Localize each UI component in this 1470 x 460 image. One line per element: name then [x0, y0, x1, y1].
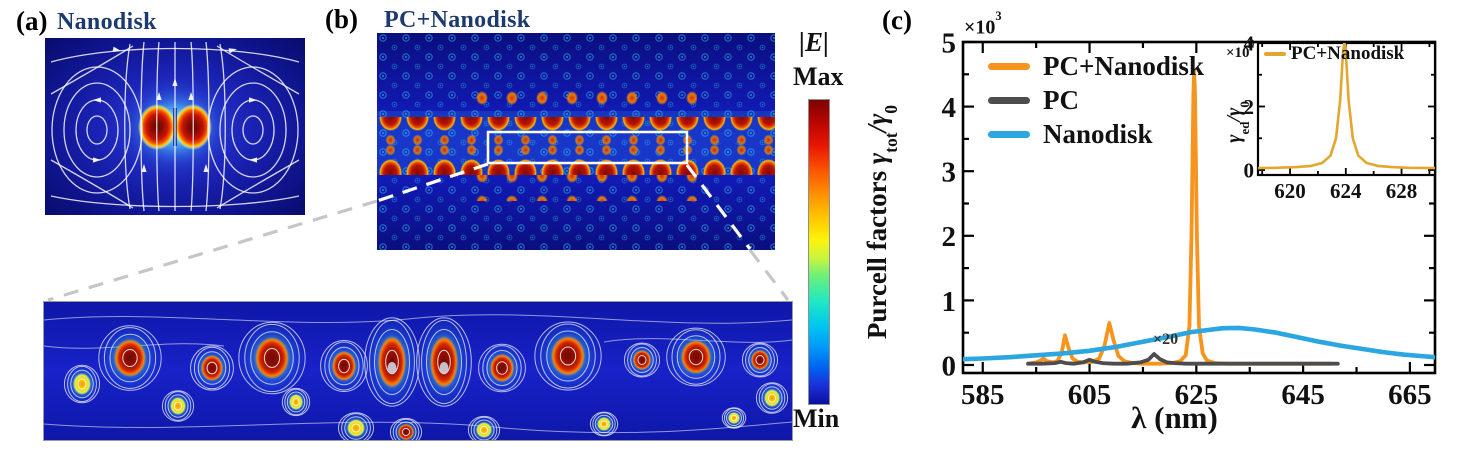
y-tick-label: 5: [942, 27, 957, 59]
series-PC+Nanodisk: [1258, 43, 1435, 170]
colorbar-max-label: Max: [793, 62, 844, 91]
zoom-hotspots: [63, 315, 789, 440]
inset-y-axis-label: γed/γ0: [1223, 101, 1252, 143]
connector-left: [47, 199, 378, 302]
inset-legend: PC+Nanodisk: [1264, 44, 1404, 63]
upper-hotspot-row: [457, 85, 697, 111]
legend-item-pc: PC: [988, 83, 1204, 117]
series-PC: [1026, 352, 1340, 366]
x-tick-label: 628: [1386, 179, 1418, 203]
x-tick-label: 620: [1274, 179, 1306, 203]
inset-legend-swatch: [1264, 51, 1286, 56]
y-tick-label: 0: [942, 350, 957, 382]
panel-b-title: PC+Nanodisk: [384, 7, 531, 33]
y-tick-label: 1: [942, 286, 957, 318]
x-tick-label: 625: [1175, 379, 1219, 411]
panel-b-label: (b): [325, 4, 358, 34]
lower-hotspot-row: [457, 175, 697, 201]
legend-item-nanodisk: Nanodisk: [988, 117, 1204, 151]
x-tick-label: 585: [961, 379, 1005, 411]
legend: PC+Nanodisk PC Nanodisk: [988, 49, 1204, 151]
hotspot-band: [377, 117, 775, 175]
x-tick-label: 645: [1281, 379, 1325, 411]
y-tick-label: 4: [1244, 32, 1255, 56]
panel-c-label: (c): [882, 5, 912, 35]
legend-swatch-gray: [988, 96, 1030, 104]
colorbar: [808, 99, 830, 405]
connector-left-inner: [377, 162, 489, 203]
main-axes: 585 605 625 645 665 0 1 2 3 4 5: [942, 27, 1437, 411]
panel-c: (c) 585 605 625 645 665 0 1 2 3 4 5 620 624 628 0 2 4 ×…: [860, 0, 1470, 460]
colorbar-title: |E|: [799, 27, 829, 57]
inset-y-axis-multiplier: ×103: [1226, 39, 1255, 61]
colorbar-min-label: Min: [793, 404, 840, 433]
x-axis-label: λ (nm): [1131, 400, 1218, 435]
y-tick-label: 0: [1244, 159, 1255, 183]
y-tick-label: 4: [942, 92, 957, 124]
purcell-plot: 585 605 625 645 665 0 1 2 3 4 5 620 624 628 0 2 4: [942, 27, 1437, 411]
y-axis-label: Purcell factors γtot/γ0: [862, 104, 902, 340]
zoomed-field-map: [43, 301, 793, 441]
connector-right: [748, 249, 790, 301]
y-tick-label: 2: [942, 221, 957, 253]
panel-a-title: Nanodisk: [57, 9, 157, 35]
legend-swatch-orange: [988, 62, 1030, 70]
y-tick-label: 3: [942, 157, 957, 189]
series-Nanodisk: [963, 325, 1435, 362]
x-tick-label: 624: [1330, 179, 1362, 203]
panel-a-label: (a): [16, 6, 48, 36]
panel-a-field-map: [45, 38, 305, 215]
x-tick-label: 665: [1388, 379, 1432, 411]
connector-right-inner: [685, 164, 752, 250]
legend-swatch-blue: [988, 130, 1030, 138]
y-tick-label: 2: [1244, 95, 1255, 119]
legend-item-pc-nanodisk: PC+Nanodisk: [988, 49, 1204, 83]
y-axis-multiplier: ×103: [964, 8, 1002, 39]
inset-axes: 620 624 628 0 2 4: [1244, 32, 1437, 203]
x-tick-label: 605: [1068, 379, 1112, 411]
panel-b-field-map: [377, 33, 775, 250]
times20-annotation: ×20: [1153, 331, 1179, 348]
zoom-region-rectangle: [486, 130, 689, 165]
flow-arrows: [93, 46, 257, 172]
